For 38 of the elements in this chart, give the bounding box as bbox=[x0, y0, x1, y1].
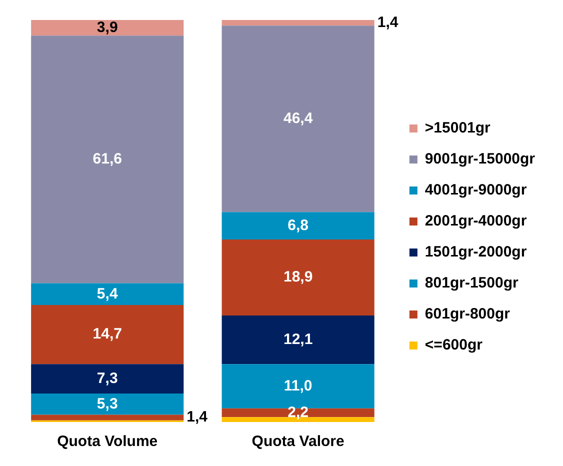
data-label: 18,9 bbox=[283, 268, 313, 286]
data-label: 1,4 bbox=[186, 408, 208, 426]
legend-label: 4001gr-9000gr bbox=[424, 182, 527, 199]
bar bbox=[31, 305, 184, 364]
bar bbox=[31, 36, 184, 284]
legend-label: 1501gr-2000gr bbox=[424, 244, 527, 261]
bar bbox=[31, 393, 184, 415]
data-label: 5,3 bbox=[96, 395, 118, 412]
data-label: 5,4 bbox=[96, 285, 118, 302]
bar bbox=[31, 20, 184, 36]
data-label: 12,1 bbox=[283, 330, 313, 348]
bar bbox=[222, 20, 374, 26]
x-tick-label: Quota Volume bbox=[57, 433, 158, 450]
bar bbox=[222, 315, 374, 364]
bar bbox=[31, 283, 184, 306]
data-label: 7,3 bbox=[96, 370, 118, 387]
data-label: 3,9 bbox=[96, 18, 118, 36]
bar bbox=[31, 364, 184, 394]
data-label: 14,7 bbox=[92, 326, 122, 343]
legend-label: 801gr-1500gr bbox=[424, 274, 518, 292]
x-tick-label: Quota Valore bbox=[252, 433, 344, 450]
data-label: 46,4 bbox=[283, 110, 314, 128]
legend-label: >15001gr bbox=[424, 120, 491, 137]
legend-label: 601gr-800gr bbox=[424, 306, 510, 323]
bar bbox=[222, 212, 374, 240]
data-label: 2,2 bbox=[288, 404, 308, 421]
bar bbox=[31, 414, 184, 420]
data-label: 1,4 bbox=[377, 14, 399, 31]
bar bbox=[222, 239, 374, 316]
bar bbox=[222, 408, 374, 418]
legend-label: 9001gr-15000gr bbox=[424, 150, 536, 168]
data-label: 6,8 bbox=[288, 216, 308, 234]
legend-label: 2001gr-4000gr bbox=[424, 212, 527, 230]
bar bbox=[222, 364, 374, 408]
data-label: 61,6 bbox=[92, 150, 122, 168]
legend-label: <=600gr bbox=[424, 336, 483, 354]
data-label: 11,0 bbox=[284, 377, 312, 394]
bar bbox=[222, 26, 374, 212]
